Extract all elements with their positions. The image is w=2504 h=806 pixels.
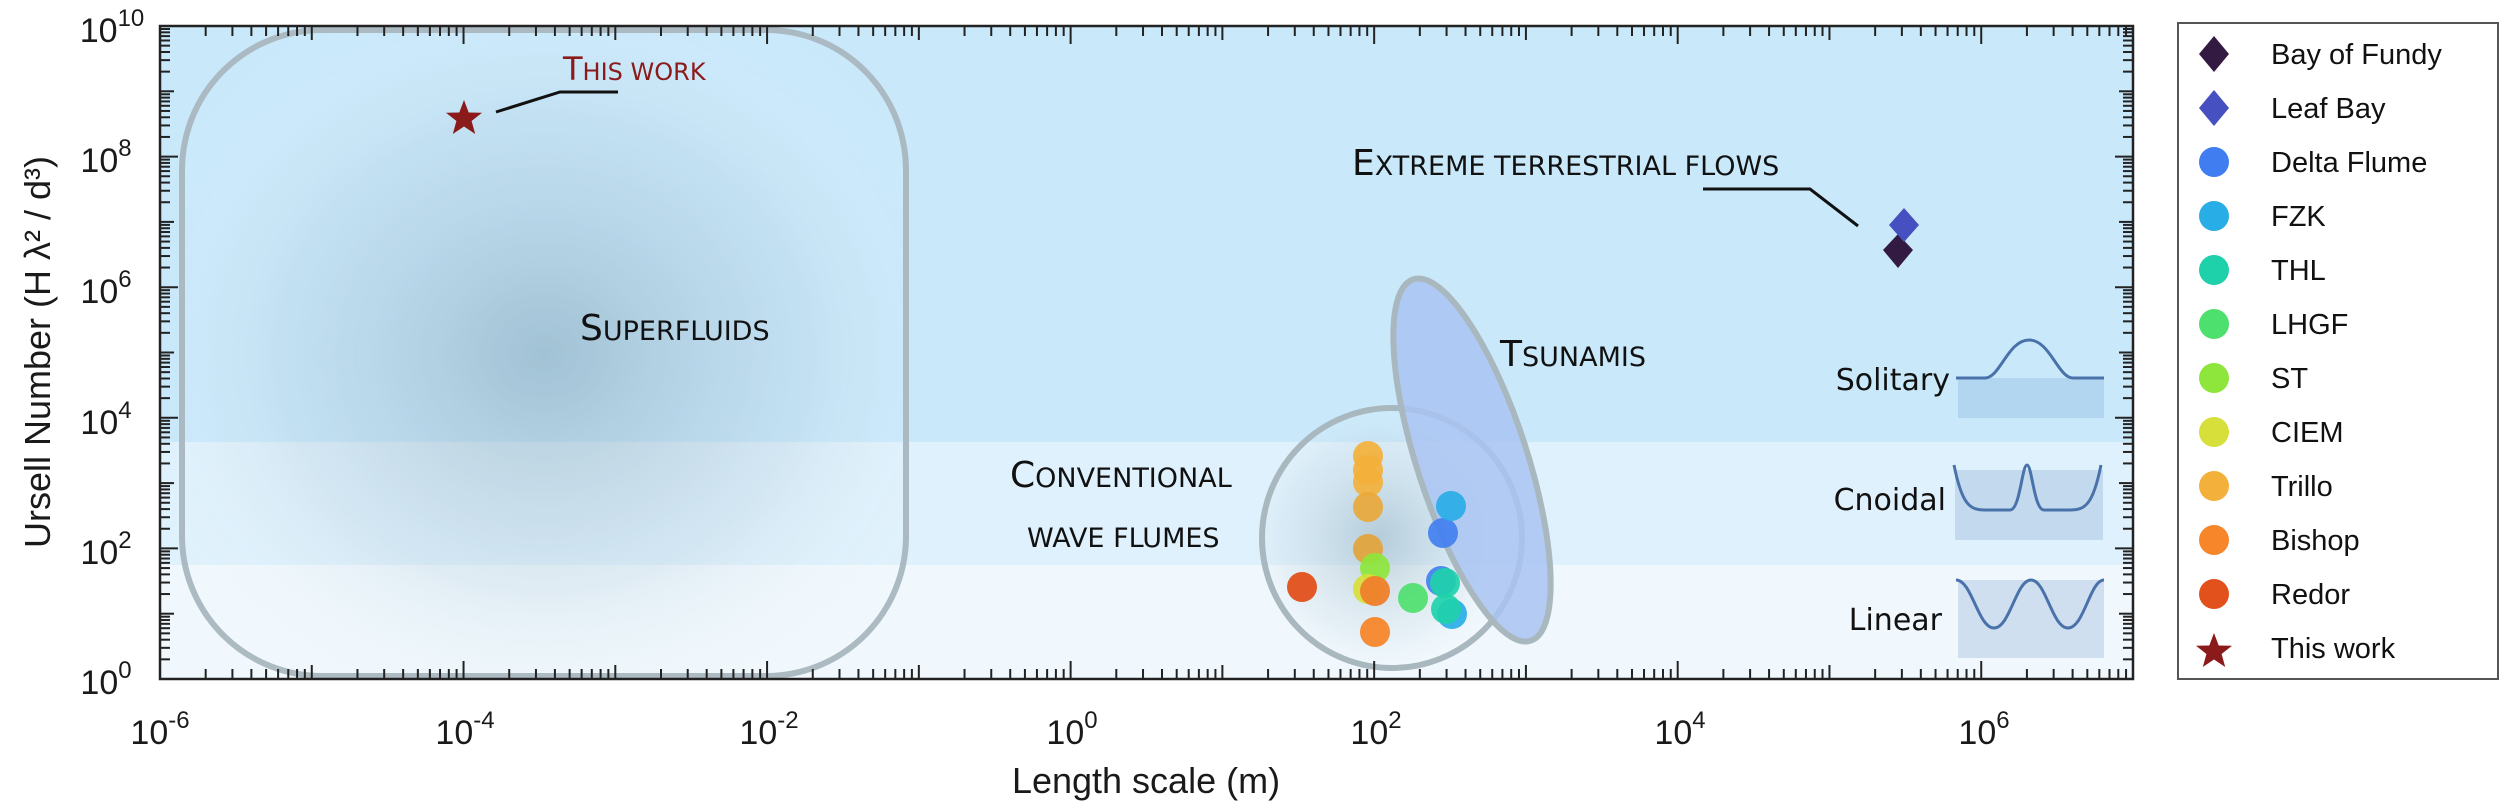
y-tick-label: 1010 [80, 5, 145, 50]
circle-marker-icon [2199, 417, 2229, 447]
axis-ticks [159, 26, 2133, 680]
extreme-flows-label: EXTREME TERRESTRIAL FLOWS [1352, 143, 1779, 184]
y-tick-label: 102 [80, 527, 131, 572]
circle-marker-icon [2199, 309, 2229, 339]
legend-item-fzk: FZK [2199, 201, 2326, 233]
circle-marker-icon [2199, 147, 2229, 177]
linear-label: Linear [1849, 603, 1943, 638]
point-thl [1430, 568, 1460, 598]
circle-marker-icon [2199, 255, 2229, 285]
point-thl [1431, 594, 1461, 624]
diamond-icon [2199, 90, 2229, 126]
this-work-label: THIS WORK [562, 50, 707, 88]
solitary-label: Solitary [1836, 363, 1950, 398]
point-trillo [1353, 492, 1383, 522]
star-icon [2196, 633, 2232, 667]
x-tick-label: 10-4 [435, 707, 494, 752]
legend-label: Redor [2271, 579, 2350, 611]
x-tick-label: 104 [1654, 707, 1705, 752]
x-tick-label: 10-6 [130, 707, 189, 752]
legend-label: ST [2271, 363, 2308, 395]
point-delta-flume [1428, 518, 1458, 548]
y-axis-title: Ursell Number (H λ² / d³) [17, 156, 58, 548]
legend-label: Bay of Fundy [2271, 39, 2442, 71]
point-bishop [1360, 617, 1390, 647]
legend-label: Delta Flume [2271, 147, 2427, 179]
tsunamis-label: TSUNAMIS [1499, 334, 1646, 375]
legend-label: LHGF [2271, 309, 2348, 341]
legend-item-thl: THL [2199, 255, 2326, 287]
x-tick-label: 106 [1958, 707, 2009, 752]
legend-label: Bishop [2271, 525, 2360, 557]
superfluids-label: SUPERFLUIDS [580, 308, 770, 349]
y-tick-label: 106 [80, 266, 131, 311]
x-axis-title: Length scale (m) [1012, 760, 1280, 801]
linear-wave-icon [1955, 578, 2105, 630]
cnoidal-inset-bg [1955, 470, 2103, 540]
legend-label: THL [2271, 255, 2326, 287]
extreme-flows-leader [1703, 187, 1859, 228]
legend-label: Trillo [2271, 471, 2333, 503]
legend-item-leaf-bay: Leaf Bay [2199, 90, 2386, 126]
legend-item-delta-flume: Delta Flume [2199, 147, 2427, 179]
y-tick-label: 108 [80, 135, 131, 180]
point-redor [1287, 572, 1317, 602]
this-work-leader [495, 90, 618, 114]
x-tick-label: 102 [1350, 707, 1401, 752]
legend-label: FZK [2271, 201, 2326, 233]
region-labels: THIS WORK SUPERFLUIDS TSUNAMIS CONVENTIO… [562, 50, 1779, 554]
point-leaf-bay [1889, 208, 1919, 242]
circle-marker-icon [2199, 201, 2229, 231]
superfluids-region [179, 27, 909, 679]
legend-item-bishop: Bishop [2199, 525, 2360, 557]
legend-item-st: ST [2199, 363, 2308, 395]
circle-marker-icon [2199, 471, 2229, 501]
conventional-label: CONVENTIONAL [1010, 455, 1232, 496]
diamond-icon [2199, 36, 2229, 72]
legend-item-this-work: This work [2196, 633, 2396, 667]
legend-box [2177, 22, 2499, 680]
y-tick-label: 100 [80, 657, 131, 702]
x-tick-label: 10-2 [739, 707, 798, 752]
legend-label: Leaf Bay [2271, 93, 2386, 125]
legend-label: This work [2271, 633, 2396, 665]
legend-item-bay-of-fundy: Bay of Fundy [2199, 36, 2442, 72]
point-bay-of-fundy [1883, 234, 1913, 268]
legend-item-trillo: Trillo [2199, 471, 2333, 503]
point-this-work [446, 100, 482, 134]
legend-item-lhgf: LHGF [2199, 309, 2348, 341]
cnoidal-wave-icon [1952, 463, 2103, 512]
cnoidal-label: Cnoidal [1834, 483, 1946, 518]
point-fzk [1436, 491, 1466, 521]
linear-inset-bg [1958, 580, 2104, 658]
x-tick-label: 100 [1046, 707, 1097, 752]
solitary-wave-icon [1956, 338, 2104, 380]
solitary-inset-bg [1958, 378, 2104, 418]
legend-label: CIEM [2271, 417, 2344, 449]
point-lhgf [1398, 583, 1428, 613]
circle-marker-icon [2199, 525, 2229, 555]
leader-lines [495, 90, 1859, 228]
x-axis-tick-labels: 10-6 10-4 10-2 100 102 104 106 [130, 707, 2009, 752]
legend-item-redor: Redor [2199, 579, 2350, 611]
y-tick-label: 104 [80, 397, 131, 442]
point-bishop [1360, 576, 1390, 606]
circle-marker-icon [2199, 363, 2229, 393]
circle-marker-icon [2199, 579, 2229, 609]
tsunamis-region [1390, 275, 1554, 645]
legend-item-ciem: CIEM [2199, 417, 2344, 449]
wave-flumes-label: WAVE FLUMES [1027, 523, 1220, 554]
point-trillo [1353, 467, 1383, 497]
data-points [446, 100, 1919, 647]
y-axis-tick-labels: 100 102 104 106 108 1010 [80, 5, 145, 702]
wave-insets: Solitary Cnoidal Linear [1834, 338, 2105, 658]
legend: Bay of Fundy Leaf Bay Delta Flume FZK TH… [2177, 22, 2499, 680]
